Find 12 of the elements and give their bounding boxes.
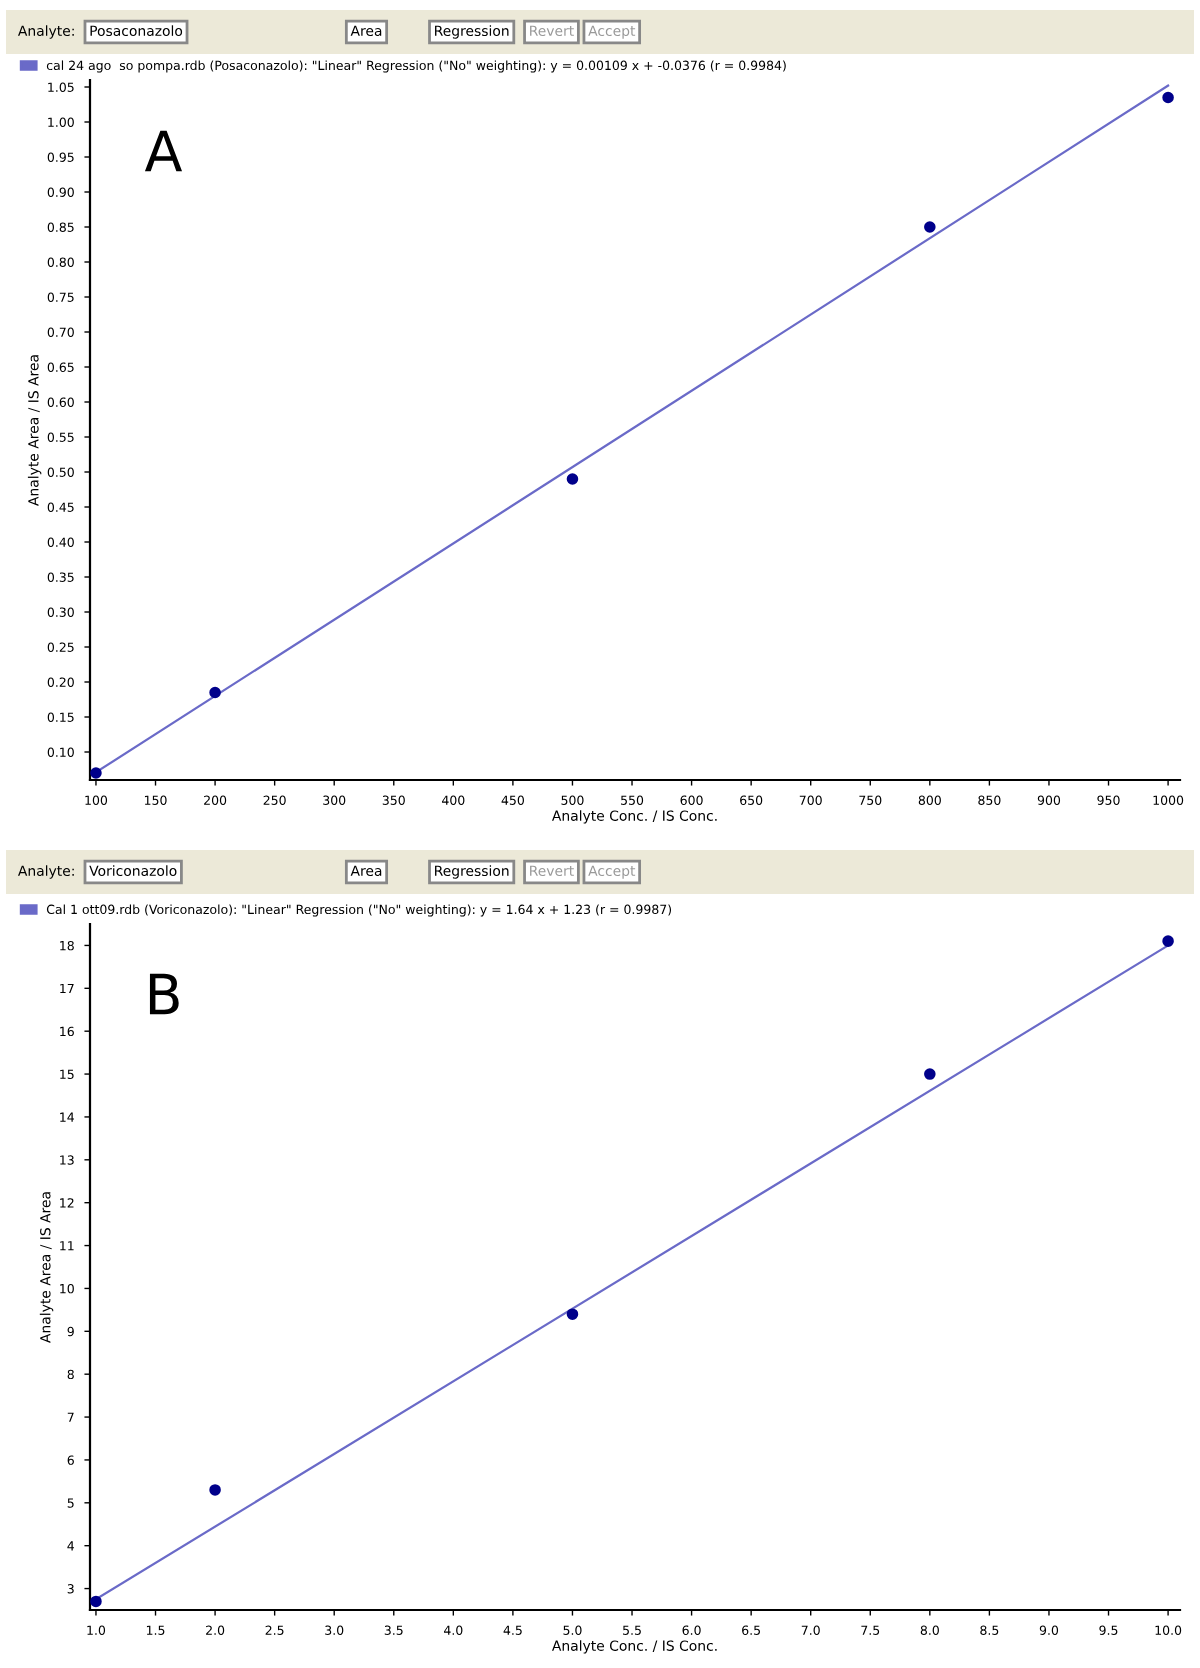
point (924, 221, 936, 233)
point (1162, 935, 1174, 947)
point (209, 686, 221, 699)
text: A (144, 130, 183, 172)
point (1162, 91, 1174, 104)
point (566, 1308, 579, 1320)
point (924, 1068, 936, 1080)
point (209, 1484, 221, 1496)
point (566, 473, 579, 485)
point (90, 1595, 102, 1608)
point (90, 767, 102, 779)
text: B (149, 973, 179, 1015)
